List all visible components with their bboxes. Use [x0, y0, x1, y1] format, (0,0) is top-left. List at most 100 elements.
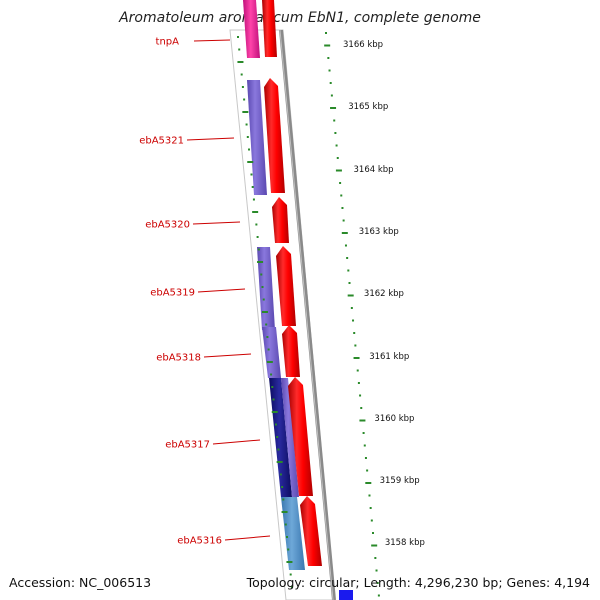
- gc-skew-mark: [364, 457, 367, 459]
- gc-skew-mark: [237, 36, 239, 38]
- gc-skew-mark: [267, 348, 270, 351]
- gc-skew-mark: [335, 144, 338, 147]
- forward-track: [262, 0, 322, 566]
- gene-leader-line: [212, 439, 261, 445]
- gc-skew-mark: [266, 361, 273, 363]
- topology-text: Topology: circular; Length: 4,296,230 bp…: [246, 575, 590, 590]
- gc-skew-mark: [353, 332, 356, 334]
- gc-skew-mark: [369, 507, 372, 509]
- gc-skew-mark: [377, 594, 380, 597]
- gc-skew-mark: [335, 169, 342, 172]
- gc-skew-mark: [247, 161, 254, 163]
- gc-skew-mark: [347, 269, 350, 272]
- gc-skew-mark: [375, 569, 378, 572]
- gc-skew-mark: [366, 469, 369, 472]
- kbp-tick-label: 3166 kbp: [343, 40, 383, 50]
- gc-skew-mark: [281, 511, 288, 513]
- kbp-tick-label: 3161 kbp: [369, 352, 409, 362]
- gc-skew-mark: [286, 561, 293, 563]
- map-title: Aromatoleum aromaticum EbN1, complete ge…: [119, 10, 481, 26]
- next-feature-blue: [339, 590, 353, 600]
- gc-skew-mark: [282, 498, 285, 501]
- feature-purple-ebA5321: [247, 80, 267, 195]
- gc-skew-mark: [250, 173, 253, 176]
- gc-skew-outer-track: [324, 32, 380, 597]
- gc-skew-mark: [248, 148, 251, 151]
- gc-skew-mark: [325, 32, 327, 34]
- gene-label[interactable]: tnpA: [156, 37, 180, 48]
- kbp-tick-label: 3159 kbp: [380, 476, 420, 486]
- gc-skew-mark: [370, 519, 373, 522]
- gene-leader-line: [203, 353, 252, 358]
- gc-skew-mark: [354, 344, 357, 347]
- gc-skew-mark: [245, 123, 248, 126]
- gc-skew-mark: [272, 398, 275, 401]
- gc-skew-mark: [256, 236, 259, 238]
- kbp-scale: 3166 kbp 3165 kbp 3164 kbp 3163 kbp 3162 kbp…: [343, 40, 425, 548]
- gc-skew-mark: [243, 98, 246, 101]
- gene-label[interactable]: ebA5316: [177, 536, 222, 547]
- gc-skew-mark: [348, 282, 351, 284]
- accession-text: Accession: NC_006513: [9, 575, 152, 590]
- gc-skew-mark: [353, 357, 360, 359]
- cds-ebA5318: [282, 325, 300, 377]
- gc-skew-mark: [344, 244, 347, 247]
- cds-ebA5319: [276, 246, 296, 326]
- gc-skew-mark: [365, 482, 372, 484]
- gc-skew-mark: [255, 223, 258, 226]
- gc-skew-mark: [260, 273, 263, 276]
- gc-skew-mark: [290, 586, 293, 588]
- gc-skew-mark: [274, 423, 277, 426]
- gc-skew-mark: [327, 57, 330, 59]
- gc-skew-mark: [359, 394, 362, 397]
- gc-skew-mark: [266, 336, 269, 338]
- cds-ebA5320: [272, 197, 289, 243]
- gc-skew-mark: [252, 211, 259, 213]
- gc-skew-mark: [271, 411, 278, 413]
- gc-skew-mark: [360, 407, 363, 409]
- gc-skew-mark: [238, 48, 241, 51]
- gc-skew-mark: [241, 86, 244, 88]
- gene-label[interactable]: ebA5320: [145, 220, 190, 231]
- gc-skew-mark: [368, 494, 371, 497]
- gc-skew-mark: [363, 444, 366, 447]
- gc-skew-mark: [281, 486, 284, 488]
- gene-label[interactable]: ebA5321: [139, 136, 184, 147]
- feature-magenta-top: [243, 0, 260, 58]
- gc-skew-mark: [252, 198, 255, 201]
- gc-skew-mark: [271, 386, 274, 388]
- gc-skew-mark: [276, 461, 283, 463]
- gc-skew-mark: [261, 311, 268, 313]
- kbp-tick-label: 3165 kbp: [348, 102, 388, 112]
- gc-skew-mark: [362, 432, 365, 434]
- kbp-tick-label: 3160 kbp: [374, 414, 414, 424]
- gc-skew-mark: [279, 473, 282, 476]
- gc-skew-mark: [265, 323, 268, 326]
- gc-skew-mark: [286, 536, 288, 538]
- gene-labels: tnpA ebA5321 ebA5320 ebA5319 ebA5318 ebA5317 e…: [139, 37, 271, 547]
- gc-skew-mark: [371, 544, 378, 547]
- gene-leader-line: [193, 39, 231, 42]
- gc-skew-mark: [342, 219, 345, 222]
- gc-skew-mark: [284, 523, 287, 526]
- cds-ebA5316: [300, 496, 322, 566]
- backbone-highlight: [279, 29, 334, 600]
- gc-skew-mark: [340, 194, 343, 197]
- kbp-tick-label: 3163 kbp: [359, 227, 399, 237]
- gc-skew-mark: [251, 186, 254, 188]
- feature-purple-ebA5319: [257, 247, 275, 330]
- gene-label[interactable]: ebA5319: [150, 288, 195, 299]
- gene-label[interactable]: ebA5318: [156, 353, 201, 364]
- gc-skew-mark: [350, 307, 353, 309]
- gene-label[interactable]: ebA5317: [165, 440, 210, 451]
- feature-navy-ebA5317: [269, 378, 292, 497]
- gc-skew-inner-track: [237, 36, 293, 588]
- gc-skew-mark: [352, 319, 355, 322]
- gc-skew-mark: [324, 44, 331, 47]
- gc-skew-mark: [276, 436, 279, 438]
- cds-tnpA: [262, 0, 277, 57]
- gene-leader-line: [224, 535, 271, 541]
- cds-ebA5321: [264, 78, 285, 193]
- gc-skew-mark: [333, 119, 336, 122]
